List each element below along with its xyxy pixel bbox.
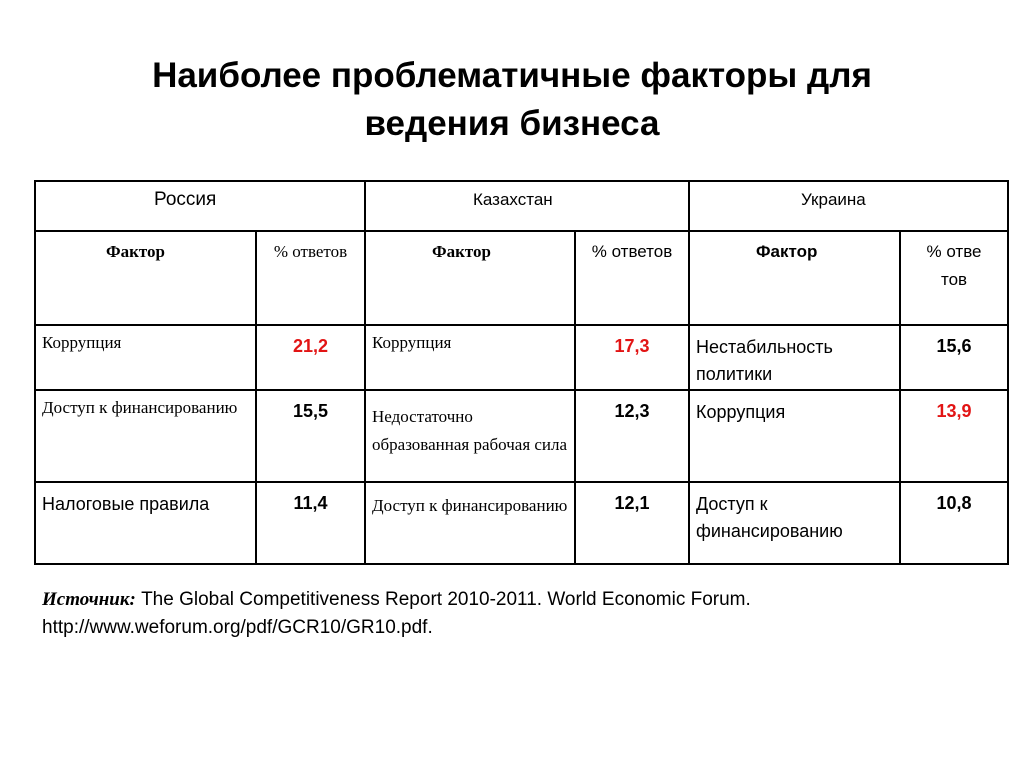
value-cell: 10,8 — [899, 481, 1010, 565]
factor-cell: Коррупция — [34, 324, 257, 391]
column-header-percent: % ответов — [573, 230, 691, 326]
value-cell: 15,5 — [255, 389, 366, 483]
table-row: Коррупция 21,2 Коррупция 17,3 Нестабильн… — [34, 324, 1010, 391]
value-cell: 21,2 — [255, 324, 366, 391]
table-row: Доступ к финансированию 15,5 Недостаточн… — [34, 389, 1010, 483]
column-header-factor: Фактор — [364, 230, 576, 326]
source-citation: Источник: The Global Competitiveness Rep… — [42, 586, 1002, 642]
value-cell: 13,9 — [899, 389, 1010, 483]
factor-cell: Коррупция — [364, 324, 576, 391]
factor-cell: Доступ к финансированию — [34, 389, 257, 483]
value-cell: 12,1 — [573, 481, 691, 565]
value-cell: 12,3 — [573, 389, 691, 483]
business-factors-table: Россия Казахстан Украина Фактор % ответо… — [34, 180, 1010, 565]
factor-cell: Нестабильность политики — [688, 324, 902, 391]
column-header-percent: % ответов — [899, 230, 1010, 326]
slide-title-line-2: ведения бизнеса — [364, 104, 660, 143]
source-text: The Global Competitiveness Report 2010-2… — [135, 589, 751, 610]
value-cell: 11,4 — [255, 481, 366, 565]
source-label: Источник: — [42, 589, 136, 610]
country-label: Украина — [801, 190, 866, 209]
value-cell: 15,6 — [899, 324, 1010, 391]
country-header-row: Россия Казахстан Украина — [34, 180, 1010, 232]
source-url: http://www.weforum.org/pdf/GCR10/GR10.pd… — [42, 617, 433, 638]
slide-title: Наиболее проблематичные факторы для веде… — [0, 52, 1024, 148]
table-row: Налоговые правила 11,4 Доступ к финансир… — [34, 481, 1010, 565]
column-header-percent: % ответов — [255, 230, 366, 326]
factor-cell: Доступ к финансированию — [364, 481, 576, 565]
column-header-factor: Фактор — [688, 230, 902, 326]
factor-cell: Коррупция — [688, 389, 902, 483]
country-label: Россия — [154, 189, 217, 210]
value-cell: 17,3 — [573, 324, 691, 391]
column-header-row: Фактор % ответов Фактор % ответов Фактор… — [34, 230, 1010, 326]
country-label: Казахстан — [473, 190, 553, 209]
country-header-ukraine: Украина — [688, 180, 1010, 232]
country-header-kazakhstan: Казахстан — [363, 180, 691, 232]
country-header-russia: Россия — [34, 180, 366, 232]
factor-cell: Доступ к финансированию — [688, 481, 902, 565]
column-header-factor: Фактор — [34, 230, 257, 326]
slide-title-line-1: Наиболее проблематичные факторы для — [152, 56, 872, 95]
factor-cell: Недостаточно образованная рабочая сила — [364, 389, 576, 483]
factor-cell: Налоговые правила — [34, 481, 257, 565]
